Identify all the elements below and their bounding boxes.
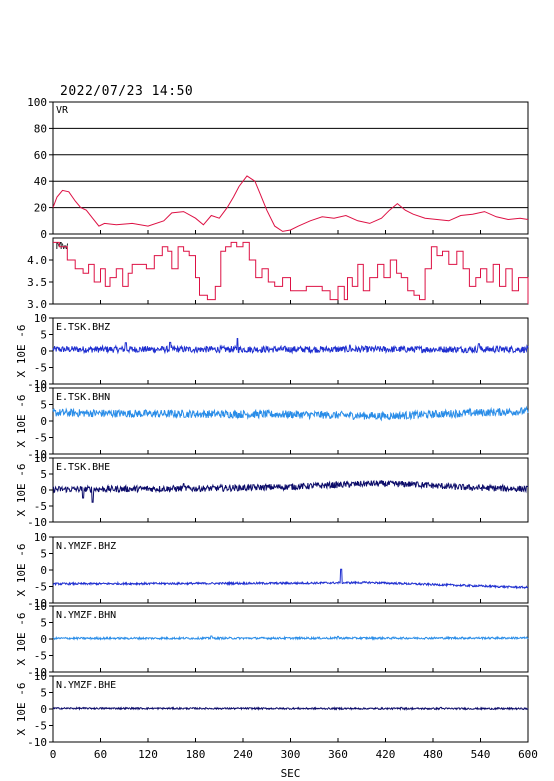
y-tick-label-n-ymzf-bhe: 0 [40,703,47,716]
y-tick-label-n-ymzf-bhe: 10 [34,670,47,683]
y-tick-label-e-tsk-bhn: 5 [40,399,47,412]
y-tick-label-vr: 20 [34,202,47,215]
series-line-e-tsk-bhe [52,479,529,503]
y-tick-label-e-tsk-bhe: 5 [40,468,47,481]
series-label-n-ymzf-bhz: N.YMZF.BHZ [56,541,116,552]
y-tick-label-e-tsk-bhz: 5 [40,329,47,342]
y-axis-label-n-ymzf-bhz: X 10E -6 [15,544,28,597]
y-tick-label-n-ymzf-bhz: 0 [40,564,47,577]
series-line-n-ymzf-bhe [52,706,529,712]
x-tick-label: 600 [518,748,538,761]
y-tick-label-e-tsk-bhz: -10 [27,378,47,391]
y-tick-label-n-ymzf-bhz: 5 [40,548,47,561]
x-tick-label: 480 [423,748,443,761]
y-tick-label-n-ymzf-bhn: 0 [40,633,47,646]
x-tick-label: 180 [186,748,206,761]
y-tick-label-n-ymzf-bhe: 5 [40,687,47,700]
series-label-e-tsk-bhe: E.TSK.BHE [56,462,110,473]
y-tick-label-vr: 60 [34,149,47,162]
y-tick-label-e-tsk-bhe: -10 [27,516,47,529]
y-axis-label-n-ymzf-bhe: X 10E -6 [15,683,28,736]
y-axis-label-n-ymzf-bhn: X 10E -6 [15,613,28,666]
series-line-n-ymzf-bhn [52,635,529,641]
series-label-n-ymzf-bhn: N.YMZF.BHN [56,610,116,621]
panel-frame-vr [52,101,529,235]
y-tick-label-mw: 3.0 [27,298,47,311]
series-label-e-tsk-bhn: E.TSK.BHN [56,392,110,403]
y-tick-label-e-tsk-bhn: 0 [40,415,47,428]
x-tick-label: 300 [281,748,301,761]
y-tick-label-e-tsk-bhn: -5 [34,432,47,445]
y-tick-label-vr: 0 [40,228,47,241]
y-tick-label-e-tsk-bhz: 0 [40,345,47,358]
series-label-vr: VR [56,105,69,116]
x-tick-label: 420 [376,748,396,761]
y-axis-label-e-tsk-bhz: X 10E -6 [15,325,28,378]
y-tick-label-mw: 3.5 [27,276,47,289]
x-tick-label: 120 [138,748,158,761]
y-tick-label-n-ymzf-bhz: -5 [34,581,47,594]
y-tick-label-n-ymzf-bhe: -5 [34,720,47,733]
x-axis-label: SEC [281,767,301,780]
series-label-e-tsk-bhz: E.TSK.BHZ [56,322,110,333]
panel-frame-e-tsk-bhn [52,387,529,455]
y-tick-label-e-tsk-bhn: -10 [27,448,47,461]
y-tick-label-vr: 100 [27,96,47,109]
x-tick-label: 0 [50,748,57,761]
series-line-n-ymzf-bhz [52,568,529,590]
x-tick-label: 540 [471,748,491,761]
page-title: 2022/07/23 14:50 [60,84,194,99]
y-tick-label-n-ymzf-bhe: -10 [27,736,47,749]
y-tick-label-e-tsk-bhn: 10 [34,382,47,395]
y-tick-label-vr: 40 [34,175,47,188]
y-tick-label-n-ymzf-bhz: -10 [27,597,47,610]
y-tick-label-n-ymzf-bhn: -10 [27,666,47,679]
y-tick-label-e-tsk-bhe: -5 [34,500,47,513]
y-tick-label-n-ymzf-bhn: -5 [34,650,47,663]
y-axis-label-e-tsk-bhn: X 10E -6 [15,395,28,448]
y-tick-label-e-tsk-bhz: -5 [34,362,47,375]
y-tick-label-vr: 80 [34,122,47,135]
x-tick-label: 360 [328,748,348,761]
y-axis-label-e-tsk-bhe: X 10E -6 [15,464,28,517]
y-tick-label-n-ymzf-bhz: 10 [34,531,47,544]
panel-frame-mw [52,237,529,305]
x-tick-label: 240 [233,748,253,761]
series-line-e-tsk-bhn [52,405,529,422]
panel-frame-n-ymzf-bhz [52,536,529,604]
series-line-vr [52,175,529,232]
x-tick-label: 60 [94,748,107,761]
y-tick-label-e-tsk-bhe: 0 [40,484,47,497]
y-tick-label-mw: 4.0 [27,254,47,267]
series-label-n-ymzf-bhe: N.YMZF.BHE [56,680,116,691]
y-tick-label-n-ymzf-bhn: 10 [34,600,47,613]
series-line-mw [53,241,529,304]
series-line-e-tsk-bhz [52,338,529,355]
y-tick-label-e-tsk-bhe: 10 [34,452,47,465]
y-tick-label-e-tsk-bhz: 10 [34,312,47,325]
y-tick-label-n-ymzf-bhn: 5 [40,617,47,630]
